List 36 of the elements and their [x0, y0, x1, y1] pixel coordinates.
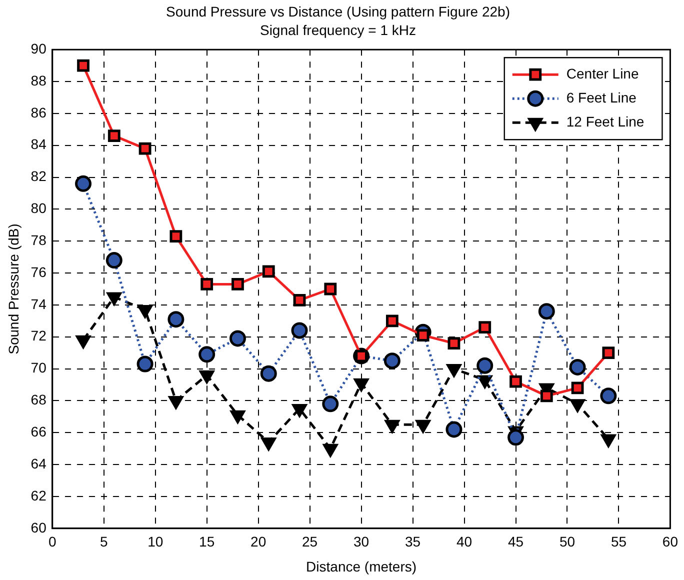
x-tick-label: 40: [456, 534, 472, 550]
x-tick-label: 30: [354, 534, 370, 550]
y-tick-label: 80: [30, 200, 47, 216]
legend-label: 6 Feet Line: [566, 89, 637, 106]
chart-title: Sound Pressure vs Distance (Using pattern Figure 22b): [166, 3, 510, 20]
legend-label: Center Line: [566, 65, 639, 82]
y-tick-label: 90: [30, 40, 47, 56]
x-tick-label: 50: [559, 534, 576, 550]
y-tick-label: 82: [30, 168, 47, 184]
x-tick-label: 20: [250, 534, 266, 550]
chart-subtitle: Signal frequency = 1 kHz: [260, 22, 416, 38]
y-tick-label: 78: [30, 232, 47, 248]
x-axis-title: Distance (meters): [306, 558, 417, 574]
legend-label: 12 Feet Line: [566, 113, 644, 130]
y-tick-label: 86: [30, 104, 47, 120]
x-tick-label: 60: [662, 534, 678, 550]
x-tick-label: 10: [148, 534, 164, 550]
y-tick-label: 60: [30, 519, 47, 536]
x-tick-label: 5: [100, 534, 108, 550]
y-tick-label: 68: [30, 392, 47, 408]
y-tick-label: 72: [30, 328, 47, 344]
x-tick-label: 45: [508, 534, 524, 550]
x-tick-label: 55: [610, 534, 627, 550]
y-tick-label: 74: [30, 296, 47, 312]
y-tick-label: 88: [30, 72, 47, 88]
y-tick-label: 62: [30, 487, 47, 504]
y-tick-label: 84: [30, 136, 47, 152]
x-tick-label: 0: [48, 534, 56, 550]
y-tick-label: 66: [30, 424, 47, 440]
y-tick-label: 64: [30, 455, 47, 472]
x-tick-label: 35: [404, 534, 421, 550]
y-tick-label: 76: [30, 264, 47, 280]
x-tick-label: 15: [199, 534, 215, 550]
y-tick-label: 70: [30, 360, 47, 376]
y-axis-title: Sound Pressure (dB): [5, 224, 22, 354]
x-tick-label: 25: [302, 534, 318, 550]
